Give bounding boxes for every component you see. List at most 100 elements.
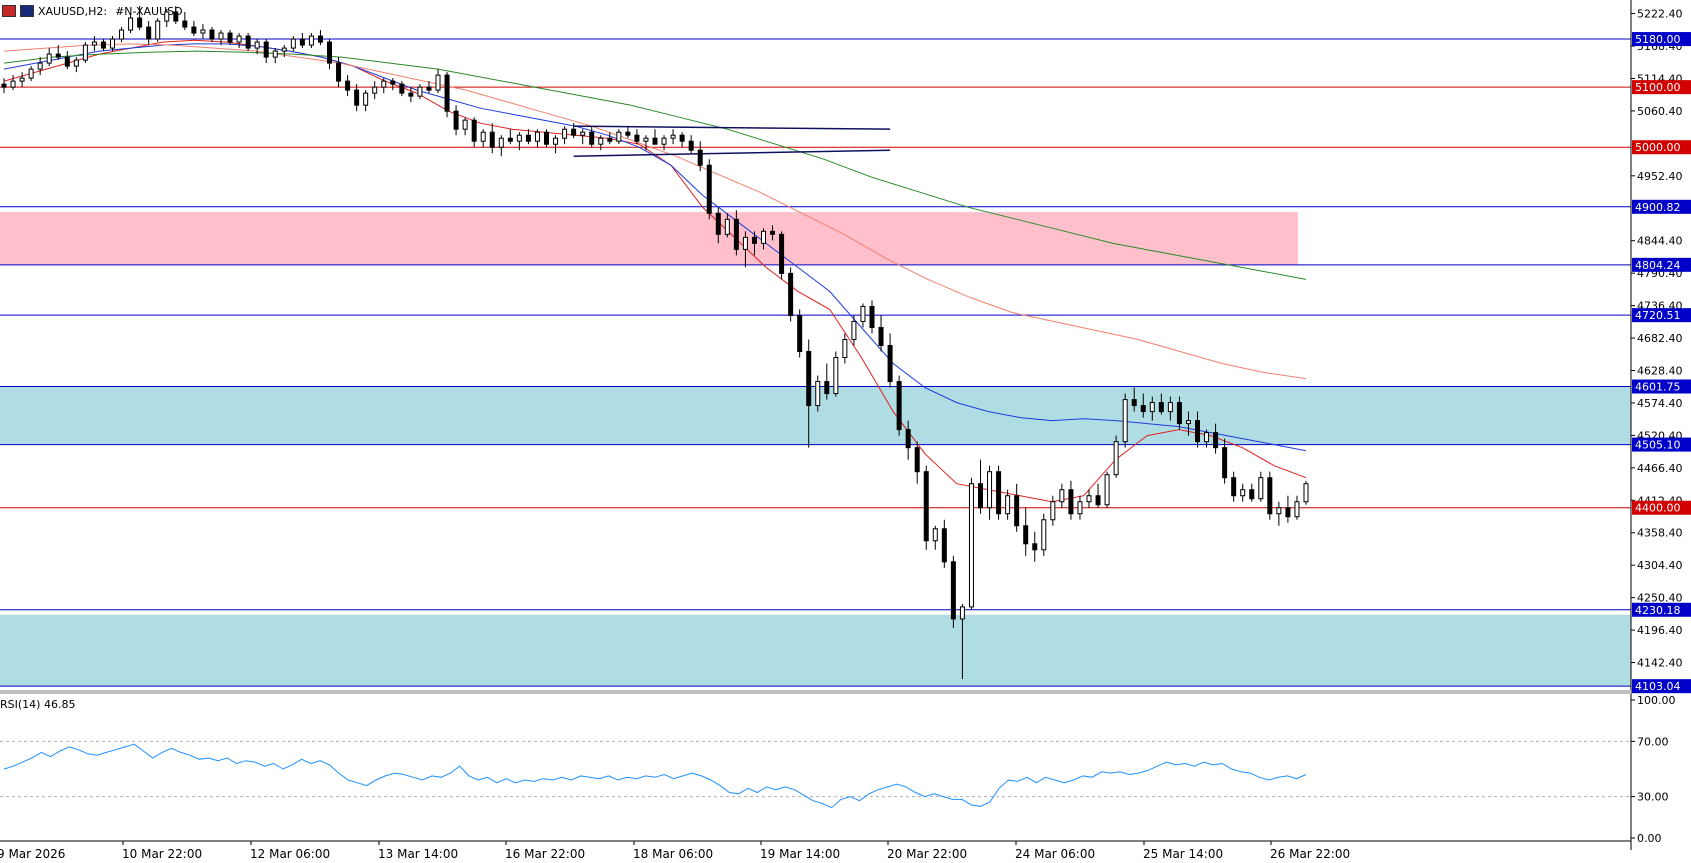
candle-body	[128, 17, 134, 31]
candle-body	[1267, 477, 1273, 515]
candle	[1176, 396, 1182, 430]
candle-body	[1140, 405, 1146, 413]
level-price-tag	[1632, 437, 1691, 452]
rsi-tick-label: 30.00	[1637, 791, 1669, 804]
candle-body	[1077, 501, 1083, 515]
candle	[200, 24, 206, 40]
menu-icon[interactable]	[2, 5, 16, 17]
candle-body	[1240, 489, 1246, 497]
candle	[1149, 396, 1155, 421]
candle	[137, 6, 143, 31]
candle	[625, 126, 631, 139]
candle	[761, 228, 766, 250]
candle	[751, 231, 757, 256]
candle	[1077, 495, 1083, 520]
candle-body	[46, 53, 52, 64]
candle-body	[1258, 477, 1264, 500]
candle-body	[345, 80, 351, 91]
pane-separator	[0, 690, 1631, 694]
candle	[824, 363, 830, 400]
candle	[128, 15, 134, 34]
candle	[553, 135, 559, 154]
candle	[923, 465, 929, 550]
candle	[290, 36, 296, 52]
candle	[860, 303, 866, 328]
candle	[534, 129, 540, 148]
level-price-tag	[1632, 140, 1691, 155]
candle-body	[670, 134, 676, 139]
candle	[453, 105, 459, 136]
rsi-label: RSI(14) 46.85	[0, 698, 76, 711]
candle	[697, 141, 703, 172]
candle-body	[308, 35, 314, 46]
candle	[155, 18, 161, 43]
candle	[996, 465, 1002, 520]
level-price-label: 4720.51	[1635, 309, 1681, 322]
candle-body	[950, 561, 956, 620]
candle-body	[453, 110, 459, 130]
candle-body	[1285, 507, 1291, 518]
level-price-tag	[1632, 308, 1691, 323]
candle-body	[887, 345, 893, 383]
candle-body	[10, 80, 16, 88]
candle	[281, 45, 287, 58]
bar-chart-icon[interactable]	[20, 5, 34, 17]
candle-body	[715, 212, 721, 235]
ema-line-2	[3, 43, 1307, 380]
candle	[1231, 471, 1237, 502]
rsi-tick-label: 70.00	[1637, 735, 1669, 748]
x-tick-label: 13 Mar 14:00	[378, 847, 458, 861]
candle	[1258, 471, 1264, 502]
level-price-label: 4804.24	[1635, 259, 1681, 272]
candle	[797, 309, 803, 358]
level-price-tag	[1632, 199, 1691, 214]
candle-body	[1294, 501, 1300, 518]
candle-body	[1149, 402, 1155, 413]
y-tick-label: 4250.40	[1637, 592, 1683, 605]
candle-body	[408, 92, 414, 97]
candle-body	[516, 134, 522, 142]
ema-line-3	[3, 50, 1307, 280]
candle	[507, 129, 513, 145]
candle-body	[914, 447, 920, 473]
candle	[661, 135, 667, 151]
x-tick-label: 19 Mar 14:00	[760, 847, 840, 861]
candle-body	[996, 471, 1002, 515]
candle	[1113, 435, 1119, 478]
candle	[498, 135, 504, 157]
candle-body	[381, 80, 387, 88]
candle	[272, 48, 278, 64]
candle-body	[480, 131, 486, 142]
candle	[82, 42, 88, 64]
candle-body	[290, 38, 296, 49]
candle	[218, 30, 224, 46]
candle	[345, 75, 351, 97]
candle	[299, 33, 305, 49]
level-price-label: 4400.00	[1635, 502, 1681, 515]
candle	[1, 78, 7, 94]
candle	[959, 603, 965, 679]
candle	[1104, 471, 1110, 508]
zone-0	[0, 212, 1298, 265]
y-tick-label: 5222.40	[1637, 8, 1683, 21]
x-tick-label: 24 Mar 06:00	[1015, 847, 1095, 861]
candle-body	[299, 38, 305, 46]
level-price-label: 5100.00	[1635, 81, 1681, 94]
level-price-tag	[1632, 379, 1691, 394]
candle-body	[137, 17, 143, 28]
y-tick-label: 4358.40	[1637, 527, 1683, 540]
candle-body	[1068, 489, 1074, 515]
candle	[1204, 429, 1210, 448]
candle	[435, 69, 441, 94]
candle-body	[860, 305, 866, 322]
level-price-label: 4103.04	[1635, 680, 1681, 693]
candle-body	[643, 137, 649, 142]
candle	[308, 33, 314, 49]
candle-body	[580, 131, 586, 136]
candle	[742, 231, 748, 268]
candle	[19, 72, 25, 88]
candle	[73, 57, 79, 73]
candle	[950, 555, 956, 628]
candle	[91, 36, 97, 52]
